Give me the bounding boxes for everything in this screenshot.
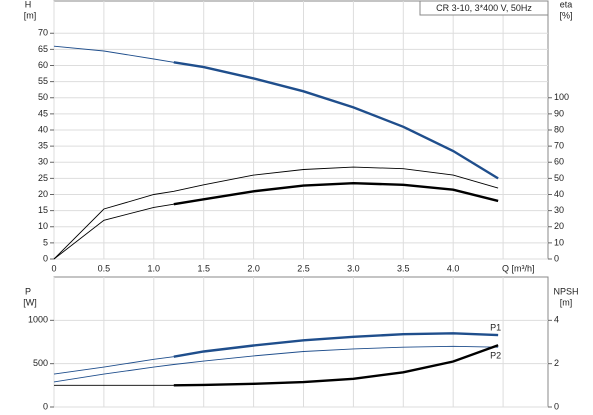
chart-title: CR 3-10, 3*400 V, 50Hz [436, 3, 532, 13]
curve [173, 344, 499, 387]
y2-axis-label: [%] [559, 10, 572, 20]
y2-tick-label: 90 [554, 108, 564, 118]
y2-tick-label: 70 [554, 141, 564, 151]
title-box [419, 0, 549, 16]
y2-tick-label: 80 [554, 124, 564, 134]
x-tick-label: 1.0 [148, 263, 161, 273]
y2-tick-label: 40 [554, 189, 564, 199]
x-tick-label: 3.0 [347, 263, 360, 273]
series-label: P1 [490, 322, 501, 332]
x-tick-label: 2.5 [297, 263, 310, 273]
y-axis-label: P [25, 286, 31, 296]
y2-tick-label: 4 [554, 315, 559, 325]
y-tick-label: 25 [38, 173, 48, 183]
y-tick-label: 15 [38, 205, 48, 215]
y2-axis-label: eta [560, 0, 573, 9]
y2-tick-label: 20 [554, 221, 564, 231]
y-tick-label: 60 [38, 60, 48, 70]
y-tick-label: 1000 [28, 315, 48, 325]
y-tick-label: 20 [38, 189, 48, 199]
y-tick-label: 50 [38, 92, 48, 102]
y2-tick-label: 50 [554, 173, 564, 183]
y-tick-label: 70 [38, 28, 48, 38]
y-tick-label: 0 [43, 401, 48, 411]
y-tick-label: 40 [38, 124, 48, 134]
y2-tick-label: 0 [554, 401, 559, 411]
curve [173, 61, 499, 180]
y-axis-label: H [25, 0, 32, 9]
y-axis-label: [m] [24, 10, 37, 20]
x-axis-label: Q [m³/h] [502, 263, 535, 273]
y2-tick-label: 60 [554, 157, 564, 167]
x-tick-label: 1.5 [197, 263, 210, 273]
x-tick-label: 2.0 [247, 263, 260, 273]
y-tick-label: 30 [38, 157, 48, 167]
series-label: P2 [490, 351, 501, 361]
y-tick-label: 10 [38, 221, 48, 231]
y2-tick-label: 2 [554, 358, 559, 368]
x-tick-label: 3.5 [397, 263, 410, 273]
y-axis-label: [W] [23, 297, 37, 307]
y-tick-label: 45 [38, 108, 48, 118]
y-tick-label: 5 [43, 237, 48, 247]
plot-area [53, 276, 549, 408]
y2-tick-label: 30 [554, 205, 564, 215]
y-tick-label: 55 [38, 76, 48, 86]
curve [173, 332, 499, 358]
curve [53, 345, 499, 383]
curve [53, 166, 499, 260]
y-tick-label: 500 [33, 358, 48, 368]
y2-axis-label: [m] [560, 297, 573, 307]
x-tick-label: 4.0 [447, 263, 460, 273]
y2-tick-label: 100 [554, 92, 569, 102]
y2-axis-label: NPSH [553, 286, 578, 296]
curve [173, 181, 499, 206]
x-tick-label: 0.5 [98, 263, 111, 273]
x-tick-label: 0 [51, 263, 56, 273]
y-tick-label: 65 [38, 44, 48, 54]
y2-tick-label: 0 [554, 253, 559, 263]
y-tick-label: 35 [38, 141, 48, 151]
y2-tick-label: 10 [554, 237, 564, 247]
y-tick-label: 0 [43, 253, 48, 263]
